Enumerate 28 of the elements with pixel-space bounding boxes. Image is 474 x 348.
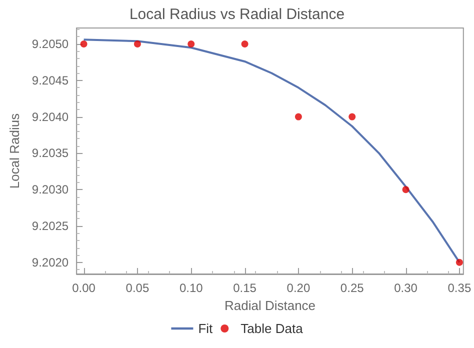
- x-tick-label: 0.10: [179, 281, 204, 295]
- y-tick-label: 9.2025: [32, 218, 69, 233]
- legend-label: Table Data: [240, 321, 304, 336]
- point: [402, 186, 410, 194]
- y-tick-label: 9.2035: [32, 146, 69, 160]
- y-tick-label: 9.2045: [32, 73, 69, 88]
- x-tick-label: 0.00: [72, 281, 96, 295]
- point: [348, 113, 356, 120]
- x-tick-label: 0.20: [286, 281, 310, 295]
- chart-title: Local Radius vs Radial Distance: [129, 6, 345, 23]
- point: [80, 40, 88, 48]
- point: [241, 40, 248, 48]
- point: [294, 113, 302, 120]
- point: [456, 258, 463, 266]
- x-tick-label: 0.05: [126, 281, 150, 295]
- point: [188, 40, 195, 48]
- y-tick-label: 9.2040: [32, 110, 69, 124]
- x-tick-label: 0.15: [233, 281, 257, 295]
- y-axis-title: Local Radius: [7, 112, 22, 189]
- y-tick-label: 9.2050: [32, 37, 69, 52]
- x-axis-title: Radial Distance: [224, 298, 316, 313]
- x-tick-label: 0.30: [394, 281, 418, 295]
- y-tick-label: 9.2030: [32, 182, 69, 197]
- x-tick-label: 0.25: [340, 281, 364, 295]
- y-tick-label: 9.2020: [32, 255, 69, 270]
- x-tick-label: 0.35: [448, 281, 472, 295]
- point: [134, 40, 141, 48]
- legend-label: Fit: [198, 321, 214, 336]
